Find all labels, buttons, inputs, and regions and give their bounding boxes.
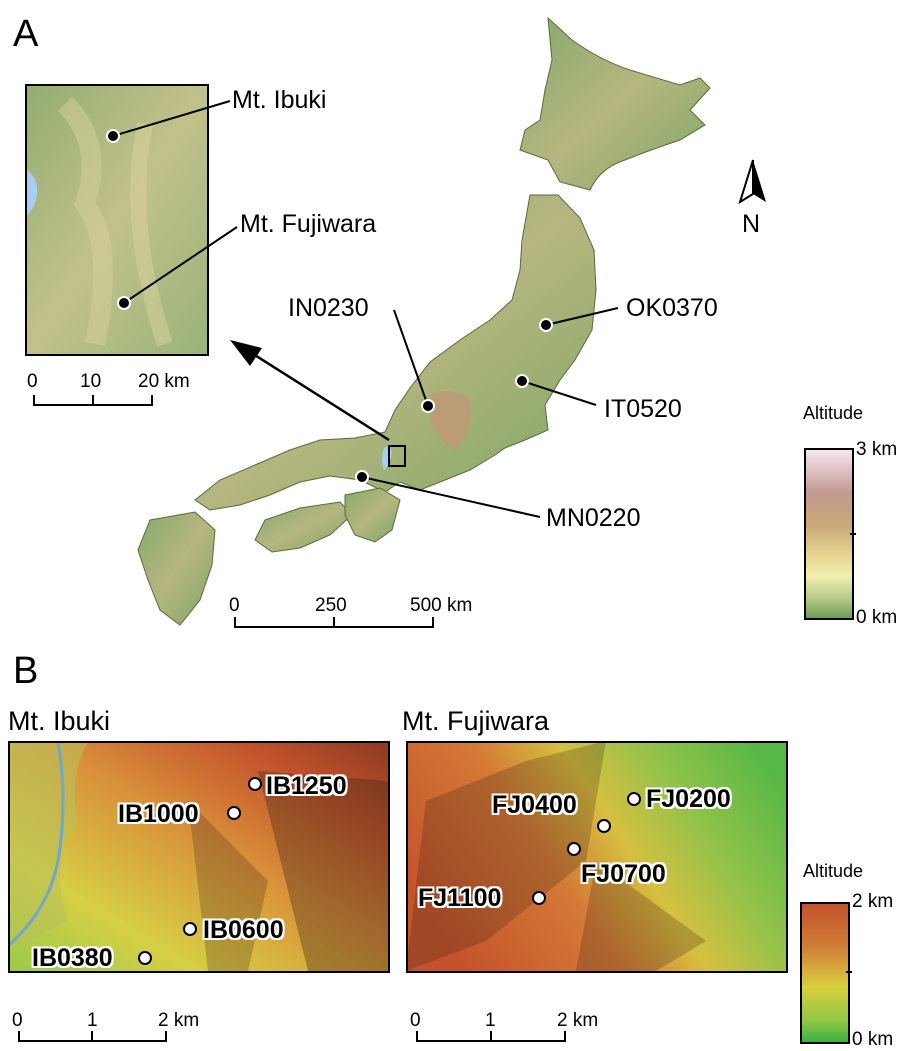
inset-locator-box: [388, 445, 406, 467]
site-marker-fj0400: [597, 819, 611, 833]
fujiwara-scale-mark: [490, 1031, 492, 1041]
legend-b-title: Altitude: [803, 861, 864, 881]
hokkaido-shape: [519, 16, 711, 191]
site-marker-ib1000: [227, 806, 241, 820]
main-scale-tick-500: 500 km: [410, 595, 473, 616]
panel-b-letter: B: [13, 650, 39, 692]
lake-biwa-shape: [26, 169, 38, 216]
site-label-ib1250: IB1250: [266, 772, 347, 800]
site-marker-fj0700: [567, 842, 581, 856]
site-marker-ib0600: [183, 922, 197, 936]
inset-map: [25, 84, 209, 356]
inset-label-ibuki: Mt. Ibuki: [232, 86, 327, 114]
site-marker-ib0380: [138, 951, 152, 965]
main-scale-tick-0: 0: [229, 595, 240, 616]
inset-scale-mark: [92, 395, 94, 405]
ibuki-scale-mark: [165, 1031, 167, 1041]
site-label-fj0700: FJ0700: [581, 860, 666, 888]
japan-alps-shape: [430, 391, 471, 450]
inset-scale-tick-0: 0: [27, 371, 38, 392]
fujiwara-scale-mark: [416, 1031, 418, 1041]
honshu-shape: [194, 194, 597, 511]
legend-b-tick: [846, 971, 852, 973]
fujiwara-title: Mt. Fujiwara: [402, 706, 550, 736]
inset-scale-mark: [33, 395, 35, 405]
inset-arrow-head: [230, 340, 262, 366]
site-label-it0520: IT0520: [604, 395, 682, 423]
inset-scale-tick-20: 20 km: [138, 371, 190, 392]
site-marker-ib1250: [248, 777, 262, 791]
site-marker-fj0200: [627, 792, 641, 806]
legend-a-min: 0 km: [856, 607, 898, 628]
legend-a-max: 3 km: [856, 439, 898, 460]
ibuki-scale-tick-0: 0: [12, 1010, 23, 1031]
inset-label-fujiwara: Mt. Fujiwara: [240, 210, 377, 238]
legend-b-max: 2 km: [852, 891, 894, 912]
site-marker-ok0370: [539, 318, 553, 332]
fujiwara-scale-tick-0: 0: [410, 1010, 421, 1031]
inset-scale-mark: [151, 395, 153, 405]
north-arrow-icon: [738, 159, 766, 205]
fujiwara-scale-mark: [564, 1031, 566, 1041]
inset-leaders: [106, 100, 238, 310]
fujiwara-relief-map: [406, 741, 788, 973]
main-scale-mark: [333, 617, 335, 627]
main-scale-mark: [432, 617, 434, 627]
site-label-ib1000: IB1000: [118, 800, 199, 828]
main-scale-mark: [234, 617, 236, 627]
ibuki-relief-map: [8, 741, 390, 973]
ibuki-scale-tick-1: 1: [87, 1010, 98, 1031]
site-label-ok0370: OK0370: [626, 294, 718, 322]
ibuki-scale-bar: [18, 1040, 167, 1042]
site-label-ib0380: IB0380: [32, 944, 113, 972]
ibuki-scale-mark: [18, 1031, 20, 1041]
legend-a-tick: [850, 533, 856, 535]
fujiwara-scale-tick-2: 2 km: [557, 1010, 599, 1031]
site-label-ib0600: IB0600: [203, 916, 284, 944]
site-marker-it0520: [515, 374, 529, 388]
fujiwara-scale-tick-1: 1: [485, 1010, 496, 1031]
site-label-fj0200: FJ0200: [646, 785, 731, 813]
ibuki-scale-mark: [91, 1031, 93, 1041]
kyushu-shape: [137, 511, 216, 626]
site-label-mn0220: MN0220: [546, 504, 641, 532]
site-marker-fj1100: [532, 891, 546, 905]
inset-scale-tick-10: 10: [80, 371, 102, 392]
legend-b-min: 0 km: [852, 1029, 894, 1050]
legend-b-colorbar: [800, 902, 850, 1044]
north-label: N: [742, 210, 761, 238]
legend-a-title: Altitude: [803, 403, 864, 423]
main-scale-bar: [234, 626, 434, 628]
fujiwara-scale-bar: [416, 1040, 566, 1042]
site-marker-mn0220: [355, 470, 369, 484]
ibuki-scale-tick-2: 2 km: [158, 1010, 200, 1031]
legend-a-colorbar: [804, 448, 854, 620]
site-marker-in0230: [421, 399, 435, 413]
kii-shape: [344, 487, 401, 543]
main-scale-tick-250: 250: [315, 595, 347, 616]
site-label-fj1100: FJ1100: [418, 884, 502, 912]
shikoku-shape: [254, 501, 353, 553]
inset-scale-bar: [33, 404, 153, 406]
site-label-fj0400: FJ0400: [492, 791, 577, 819]
site-label-in0230: IN0230: [288, 294, 369, 322]
ibuki-title: Mt. Ibuki: [8, 706, 111, 736]
japan-map: [137, 16, 711, 626]
panel-a-letter: A: [13, 13, 39, 55]
